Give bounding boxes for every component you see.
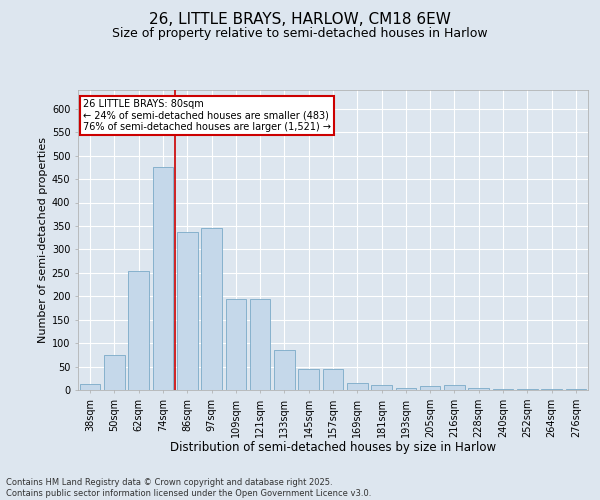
Bar	[274, 350, 295, 390]
Bar	[371, 386, 392, 390]
Bar	[128, 272, 149, 390]
Bar	[517, 389, 538, 390]
Bar	[347, 383, 368, 390]
Bar	[420, 386, 440, 390]
Bar	[395, 388, 416, 390]
Bar	[226, 298, 246, 390]
Bar	[177, 232, 197, 390]
Bar	[250, 298, 271, 390]
Text: 26 LITTLE BRAYS: 80sqm
← 24% of semi-detached houses are smaller (483)
76% of se: 26 LITTLE BRAYS: 80sqm ← 24% of semi-det…	[83, 99, 331, 132]
Text: 26, LITTLE BRAYS, HARLOW, CM18 6EW: 26, LITTLE BRAYS, HARLOW, CM18 6EW	[149, 12, 451, 28]
Bar	[104, 355, 125, 390]
Bar	[201, 228, 222, 390]
Text: Contains HM Land Registry data © Crown copyright and database right 2025.
Contai: Contains HM Land Registry data © Crown c…	[6, 478, 371, 498]
Bar	[80, 384, 100, 390]
Bar	[493, 389, 514, 390]
Bar	[541, 389, 562, 390]
Bar	[152, 168, 173, 390]
Bar	[323, 369, 343, 390]
X-axis label: Distribution of semi-detached houses by size in Harlow: Distribution of semi-detached houses by …	[170, 442, 496, 454]
Bar	[469, 388, 489, 390]
Y-axis label: Number of semi-detached properties: Number of semi-detached properties	[38, 137, 47, 343]
Bar	[444, 386, 465, 390]
Bar	[298, 369, 319, 390]
Bar	[566, 389, 586, 390]
Text: Size of property relative to semi-detached houses in Harlow: Size of property relative to semi-detach…	[112, 28, 488, 40]
